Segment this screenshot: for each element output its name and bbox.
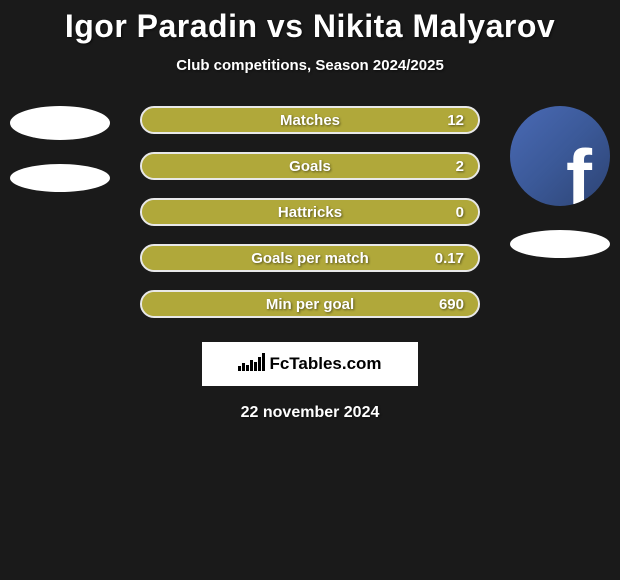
stat-value: 12 <box>447 112 464 129</box>
stat-value: 0.17 <box>435 250 464 267</box>
right-avatar-column: f <box>510 106 610 258</box>
stat-value: 690 <box>439 296 464 313</box>
stat-bars: Matches12 Goals2 Hattricks0 Goals per match… <box>140 106 480 318</box>
player2-club-placeholder <box>510 230 610 258</box>
player1-avatar-placeholder <box>10 106 110 140</box>
stat-label: Goals per match <box>142 250 478 267</box>
stat-bar: Matches12 <box>140 106 480 134</box>
stat-value: 2 <box>456 158 464 175</box>
stat-label: Hattricks <box>142 204 478 221</box>
page-title: Igor Paradin vs Nikita Malyarov <box>65 8 555 45</box>
subtitle: Club competitions, Season 2024/2025 <box>176 57 444 74</box>
footer-date: 22 november 2024 <box>241 404 380 422</box>
stat-bar: Goals2 <box>140 152 480 180</box>
stat-bar: Min per goal690 <box>140 290 480 318</box>
stat-label: Matches <box>142 112 478 129</box>
stat-label: Min per goal <box>142 296 478 313</box>
site-name: FcTables.com <box>269 354 381 374</box>
facebook-letter: f <box>566 138 592 206</box>
stat-value: 0 <box>456 204 464 221</box>
stat-label: Goals <box>142 158 478 175</box>
stats-area: Matches12 Goals2 Hattricks0 Goals per match… <box>0 106 620 318</box>
chart-icon <box>238 353 265 376</box>
site-badge[interactable]: FcTables.com <box>202 342 418 386</box>
facebook-icon[interactable]: f <box>510 106 610 206</box>
stat-bar: Goals per match0.17 <box>140 244 480 272</box>
stat-bar: Hattricks0 <box>140 198 480 226</box>
infographic-container: Igor Paradin vs Nikita Malyarov Club com… <box>0 0 620 422</box>
left-avatar-column <box>10 106 110 192</box>
player1-club-placeholder <box>10 164 110 192</box>
